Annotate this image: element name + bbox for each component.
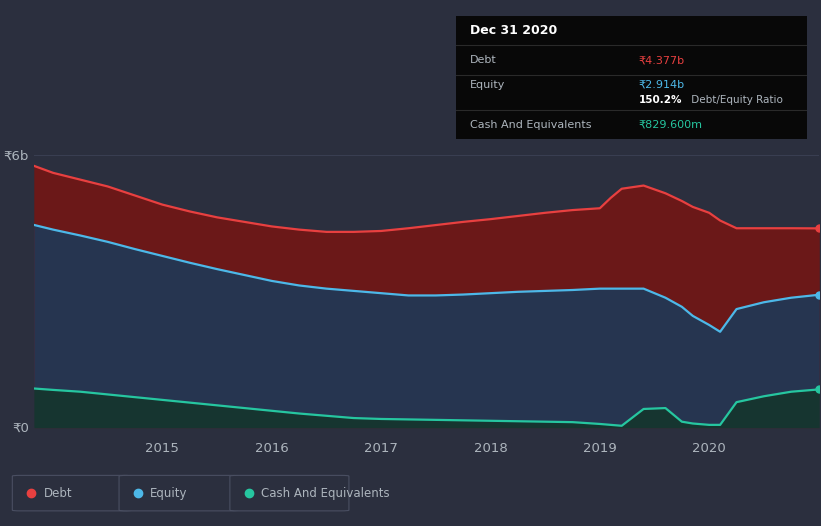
Text: Debt: Debt bbox=[470, 55, 497, 65]
Text: Cash And Equivalents: Cash And Equivalents bbox=[470, 119, 591, 129]
Text: ₹4.377b: ₹4.377b bbox=[639, 55, 685, 65]
FancyBboxPatch shape bbox=[12, 476, 131, 511]
Text: Equity: Equity bbox=[470, 80, 505, 90]
FancyBboxPatch shape bbox=[230, 476, 349, 511]
Text: Debt: Debt bbox=[44, 487, 72, 500]
Text: Debt/Equity Ratio: Debt/Equity Ratio bbox=[687, 95, 782, 105]
Text: Cash And Equivalents: Cash And Equivalents bbox=[261, 487, 390, 500]
Text: 150.2%: 150.2% bbox=[639, 95, 682, 105]
Text: Equity: Equity bbox=[150, 487, 188, 500]
Text: ₹829.600m: ₹829.600m bbox=[639, 119, 703, 129]
Text: ₹2.914b: ₹2.914b bbox=[639, 80, 685, 90]
Text: Dec 31 2020: Dec 31 2020 bbox=[470, 24, 557, 37]
FancyBboxPatch shape bbox=[119, 476, 238, 511]
